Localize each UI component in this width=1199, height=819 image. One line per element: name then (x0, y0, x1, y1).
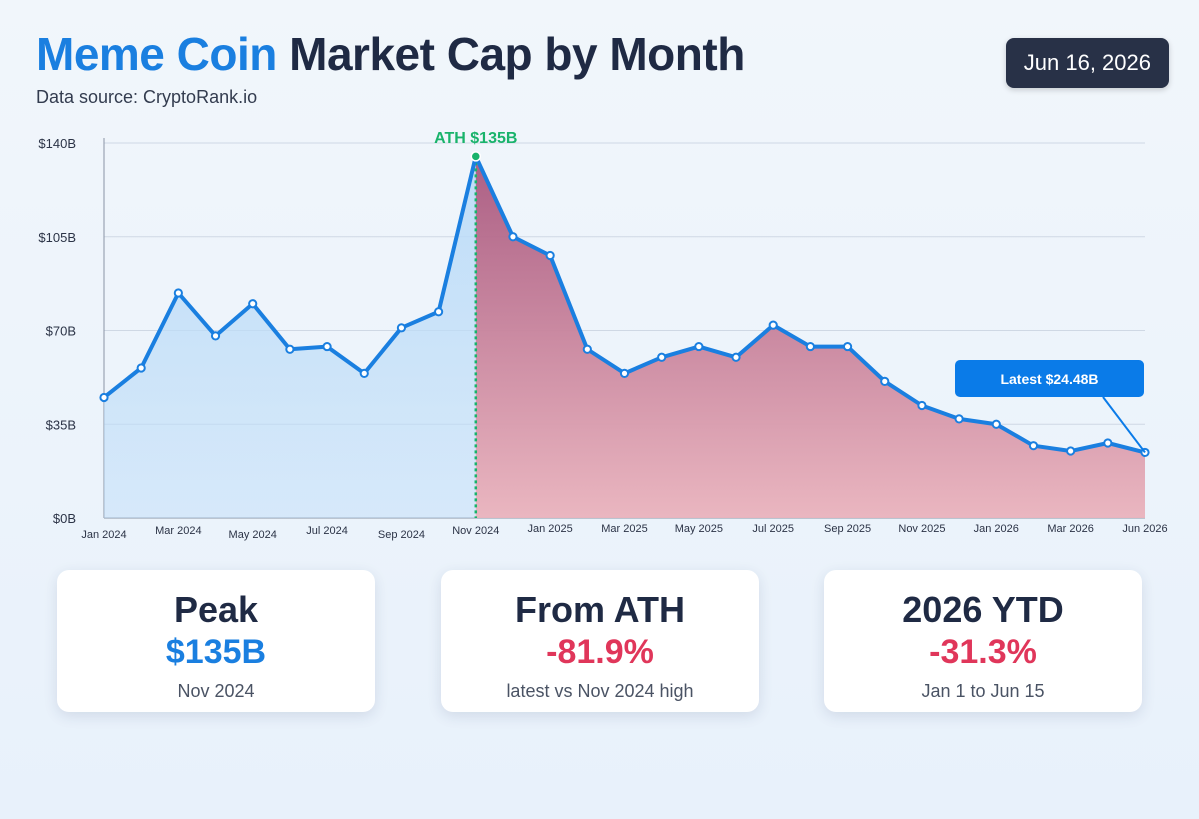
post-peak-area (475, 156, 1145, 518)
y-tick-label: $140B (38, 136, 76, 151)
data-point (991, 419, 1001, 429)
market-cap-chart: $0B $35B $70B $105B $140B Jan 2024 Mar 2024 May… (38, 130, 1167, 541)
ath-point (470, 151, 482, 162)
data-point (545, 250, 555, 261)
data-point (582, 344, 592, 354)
card-title: From ATH (515, 589, 685, 630)
data-point (508, 232, 518, 242)
x-tick-label: Sep 2024 (378, 529, 425, 541)
data-point (359, 368, 369, 378)
card-subtitle: Nov 2024 (177, 680, 255, 701)
x-tick-label: Mar 2024 (155, 525, 201, 537)
data-point (880, 376, 890, 386)
latest-callout-box (955, 360, 1144, 397)
stat-card-peak: Peak $135B Nov 2024 (57, 570, 375, 712)
pre-peak-area (104, 156, 476, 518)
card-title: 2026 YTD (902, 589, 1064, 630)
data-point (1103, 438, 1113, 448)
data-point (396, 323, 407, 333)
stat-card-from-ath: From ATH -81.9% latest vs Nov 2024 high (441, 570, 759, 712)
x-tick-label: Nov 2024 (452, 525, 499, 537)
data-point (694, 341, 704, 352)
latest-callout-label: Latest $24.48B (1000, 371, 1098, 387)
x-tick-label: May 2024 (229, 529, 277, 541)
latest-callout-leader (1102, 396, 1146, 454)
data-point (322, 341, 332, 352)
x-tick-label: May 2025 (675, 523, 723, 535)
x-tick-label: Sep 2025 (824, 523, 871, 535)
data-point (99, 392, 109, 403)
data-point (657, 352, 667, 362)
card-value: -31.3% (929, 632, 1037, 671)
data-point (173, 288, 183, 298)
data-point (210, 331, 221, 341)
x-tick-label: Jan 2024 (81, 529, 126, 541)
x-tick-label: Nov 2025 (898, 523, 945, 535)
title-accent: Meme Coin (36, 28, 277, 80)
x-tick-label: Mar 2026 (1047, 523, 1093, 535)
y-tick-label: $0B (53, 511, 76, 526)
data-point (768, 320, 778, 330)
title-rest: Market Cap by Month (289, 28, 745, 80)
x-tick-label: Jun 2026 (1122, 523, 1167, 535)
card-value: -81.9% (546, 632, 654, 671)
stat-cards: Peak $135B Nov 2024 From ATH -81.9% late… (0, 570, 1199, 730)
data-point (954, 414, 964, 424)
x-tick-label: Jul 2024 (306, 525, 348, 537)
data-point (136, 363, 146, 373)
data-point (731, 352, 741, 362)
y-tick-label: $35B (46, 417, 76, 432)
stat-card-ytd: 2026 YTD -31.3% Jan 1 to Jun 15 (824, 570, 1142, 712)
data-point (842, 341, 853, 352)
card-value: $135B (165, 632, 267, 671)
data-point (805, 341, 815, 352)
x-tick-label: Jan 2026 (974, 523, 1019, 535)
data-point (1028, 441, 1039, 451)
card-subtitle: latest vs Nov 2024 high (506, 680, 694, 701)
date-badge: Jun 16, 2026 (1005, 38, 1169, 88)
y-tick-label: $105B (38, 230, 76, 245)
data-point (619, 368, 630, 378)
data-point (1066, 446, 1076, 456)
x-tick-label: Jul 2025 (752, 523, 794, 535)
card-title: Peak (173, 589, 259, 630)
data-source-subtitle: Data source: CryptoRank.io (36, 86, 258, 107)
data-point (917, 400, 927, 411)
page-title: Meme Coin Market Cap by Month (36, 28, 745, 81)
data-point (248, 299, 258, 309)
x-tick-label: Jan 2025 (528, 523, 573, 535)
card-subtitle: Jan 1 to Jun 15 (921, 680, 1045, 701)
ath-label: ATH $135B (434, 130, 517, 147)
y-tick-label: $70B (46, 324, 76, 339)
header: Meme Coin Market Cap by Month Data sourc… (36, 28, 745, 108)
x-tick-label: Mar 2025 (601, 523, 647, 535)
data-point (285, 344, 295, 354)
data-point (434, 307, 444, 317)
